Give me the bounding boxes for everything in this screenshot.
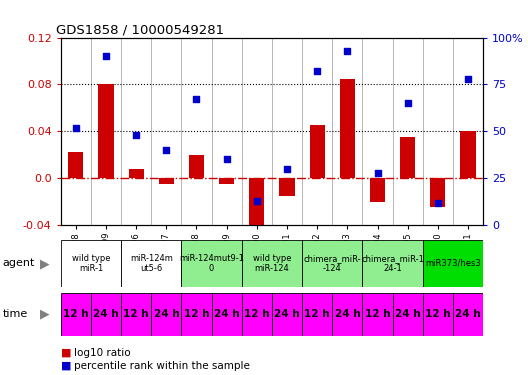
Text: 24 h: 24 h: [455, 309, 481, 319]
Text: miR-124mut9-1
0: miR-124mut9-1 0: [179, 254, 244, 273]
Bar: [302, 292, 332, 336]
Bar: [189, 154, 204, 178]
Bar: [98, 84, 114, 178]
Text: ▶: ▶: [40, 308, 50, 321]
Text: 24 h: 24 h: [214, 309, 240, 319]
Bar: [159, 178, 174, 184]
Bar: [423, 292, 453, 336]
Text: 12 h: 12 h: [425, 309, 450, 319]
Bar: [453, 292, 483, 336]
Text: ■: ■: [61, 348, 71, 357]
Text: chimera_miR-
-124: chimera_miR- -124: [304, 254, 361, 273]
Text: 24 h: 24 h: [335, 309, 360, 319]
Bar: [68, 152, 83, 178]
Text: 24 h: 24 h: [274, 309, 300, 319]
Point: [464, 76, 472, 82]
Text: wild type
miR-1: wild type miR-1: [72, 254, 110, 273]
Bar: [61, 292, 91, 336]
Bar: [272, 292, 302, 336]
Point: [403, 100, 412, 106]
Point: [222, 156, 231, 162]
Bar: [121, 292, 151, 336]
Text: chimera_miR-1
24-1: chimera_miR-1 24-1: [361, 254, 424, 273]
Text: 24 h: 24 h: [154, 309, 179, 319]
Bar: [91, 292, 121, 336]
Bar: [362, 240, 423, 287]
Point: [132, 132, 140, 138]
Text: 12 h: 12 h: [244, 309, 270, 319]
Bar: [182, 240, 242, 287]
Bar: [219, 178, 234, 184]
Bar: [279, 178, 295, 196]
Point: [313, 68, 322, 74]
Point: [373, 170, 382, 176]
Point: [192, 96, 201, 102]
Text: percentile rank within the sample: percentile rank within the sample: [74, 361, 250, 370]
Bar: [121, 240, 182, 287]
Bar: [129, 169, 144, 178]
Bar: [332, 292, 362, 336]
Point: [72, 124, 80, 130]
Point: [102, 53, 110, 59]
Bar: [242, 292, 272, 336]
Bar: [340, 78, 355, 178]
Bar: [423, 240, 483, 287]
Text: 12 h: 12 h: [184, 309, 209, 319]
Bar: [362, 292, 393, 336]
Text: 12 h: 12 h: [63, 309, 89, 319]
Bar: [309, 125, 325, 178]
Bar: [393, 292, 423, 336]
Bar: [400, 137, 415, 178]
Text: 24 h: 24 h: [395, 309, 420, 319]
Bar: [249, 178, 265, 243]
Text: time: time: [3, 309, 28, 319]
Bar: [182, 292, 212, 336]
Bar: [151, 292, 182, 336]
Text: ■: ■: [61, 361, 71, 370]
Bar: [460, 131, 476, 178]
Point: [433, 200, 442, 206]
Text: miR-124m
ut5-6: miR-124m ut5-6: [130, 254, 173, 273]
Point: [343, 48, 352, 54]
Bar: [242, 240, 302, 287]
Text: log10 ratio: log10 ratio: [74, 348, 130, 357]
Bar: [430, 178, 446, 207]
Point: [162, 147, 171, 153]
Text: GDS1858 / 10000549281: GDS1858 / 10000549281: [56, 23, 224, 36]
Text: agent: agent: [3, 258, 35, 268]
Text: 12 h: 12 h: [124, 309, 149, 319]
Bar: [61, 240, 121, 287]
Text: 24 h: 24 h: [93, 309, 119, 319]
Point: [283, 166, 291, 172]
Bar: [212, 292, 242, 336]
Text: 12 h: 12 h: [365, 309, 390, 319]
Bar: [302, 240, 362, 287]
Bar: [370, 178, 385, 202]
Text: wild type
miR-124: wild type miR-124: [253, 254, 291, 273]
Text: ▶: ▶: [40, 257, 50, 270]
Text: 12 h: 12 h: [305, 309, 330, 319]
Point: [252, 198, 261, 204]
Text: miR373/hes3: miR373/hes3: [425, 259, 481, 268]
